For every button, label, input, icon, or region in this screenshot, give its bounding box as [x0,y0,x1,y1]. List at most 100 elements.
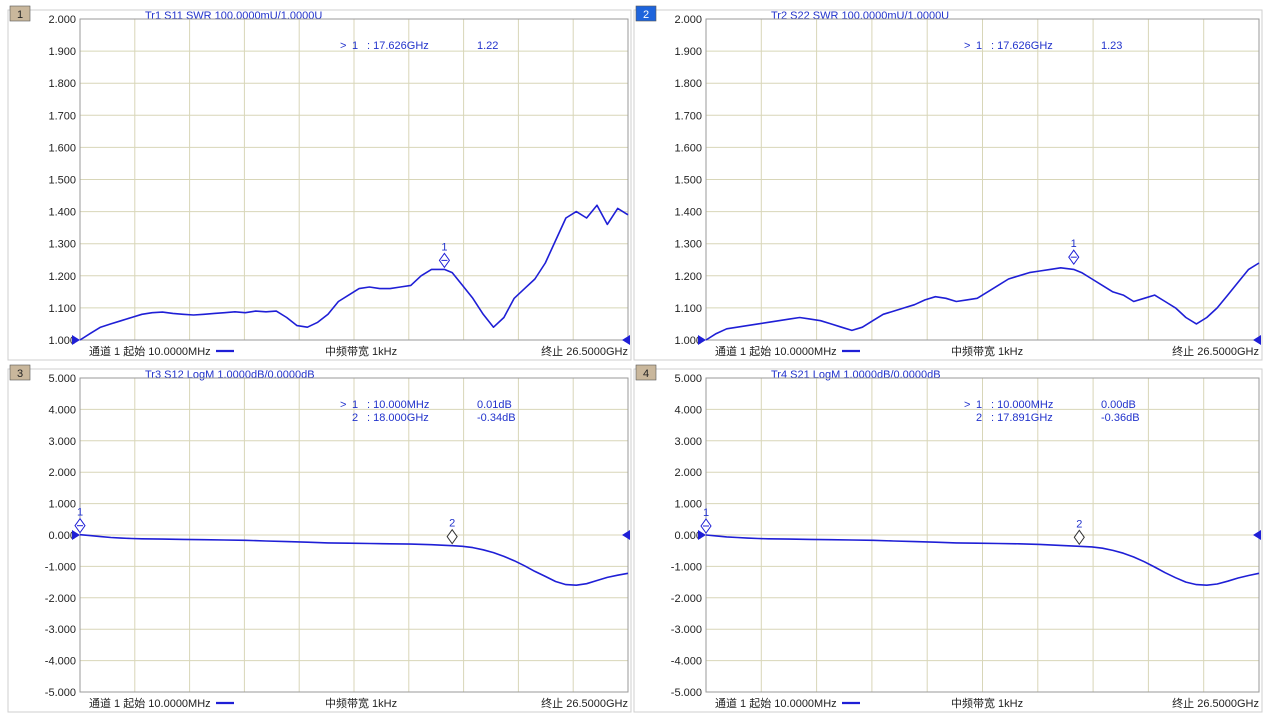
marker-1-label: 1 [77,507,83,519]
y-tick-label: 4.000 [674,404,702,416]
readout-active-arrow: > [964,40,970,52]
y-tick-label: 2.000 [674,14,702,26]
readout-frequency: : 17.891GHz [991,412,1053,424]
footer-if-bandwidth: 中频带宽 1kHz [325,344,397,358]
y-tick-label: -5.000 [671,687,702,699]
y-tick-label: 1.500 [674,175,702,187]
readout-marker-number: 1 [976,40,982,52]
reference-level-right-icon [1253,530,1261,540]
reference-level-left-icon [698,335,706,345]
y-tick-label: 1.600 [674,142,702,154]
y-tick-label: 3.000 [674,436,702,448]
trace-line [79,204,629,341]
reference-level-left-icon [72,530,80,540]
channel-badge-label: 2 [643,9,649,21]
channel-badge-label: 4 [643,368,649,380]
chart-panel-4: 4 Tr4 S21 LogM 1.0000dB/0.0000dB 5.000 4.00… [633,364,1263,713]
y-tick-label: -1.000 [45,561,76,573]
y-tick-label: 1.300 [48,239,76,251]
footer-stop-frequency: 终止 26.5000GHz [541,696,628,710]
footer-stop-frequency: 终止 26.5000GHz [1172,344,1259,358]
y-tick-label: 0.000 [674,530,702,542]
readout-frequency: : 17.626GHz [367,40,429,52]
footer-start-frequency: 通道 1 起始 10.0000MHz [715,696,837,710]
reference-level-right-icon [622,530,630,540]
readout-value: 0.01dB [477,399,512,411]
plot-area-border [705,18,1260,341]
panel-frame [7,368,632,713]
trace-line [705,534,1260,587]
y-tick-label: 1.100 [674,303,702,315]
y-tick-label: -2.000 [45,593,76,605]
y-tick-label: 1.900 [674,46,702,58]
y-tick-label: 1.700 [48,110,76,122]
y-tick-label: 2.000 [48,467,76,479]
readout-value: 1.23 [1101,40,1122,52]
y-tick-label: 1.600 [48,142,76,154]
y-tick-label: 1.000 [674,499,702,511]
readout-value: 1.22 [477,40,498,52]
channel-badge[interactable] [9,364,31,381]
reference-level-left-icon [698,530,706,540]
marker-2-icon[interactable] [1073,529,1085,546]
reference-level-left-icon [72,335,80,345]
plot-area-border [79,18,629,341]
channel-badge[interactable] [635,5,657,22]
trace-title: Tr2 S22 SWR 100.0000mU/1.0000U [771,10,949,22]
y-tick-label: 1.400 [674,207,702,219]
footer-if-bandwidth: 中频带宽 1kHz [951,344,1023,358]
y-tick-label: -3.000 [671,624,702,636]
readout-active-arrow: > [964,399,970,411]
footer-if-bandwidth: 中频带宽 1kHz [951,696,1023,710]
y-tick-label: 3.000 [48,436,76,448]
footer-stop-frequency: 终止 26.5000GHz [1172,696,1259,710]
readout-active-arrow: > [340,40,346,52]
y-tick-label: 1.900 [48,46,76,58]
reference-level-right-icon [1253,335,1261,345]
chart-panel-1: 1 Tr1 S11 SWR 100.0000mU/1.0000U 2.000 1.90… [7,5,632,361]
y-tick-label: 1.300 [674,239,702,251]
panel-frame [633,368,1263,713]
marker-2-icon[interactable] [446,528,458,545]
readout-frequency: : 10.000MHz [991,399,1053,411]
y-tick-label: -1.000 [671,561,702,573]
y-tick-label: -2.000 [671,593,702,605]
y-tick-label: 1.500 [48,175,76,187]
footer-start-frequency: 通道 1 起始 10.0000MHz [715,344,837,358]
readout-frequency: : 18.000GHz [367,412,429,424]
y-tick-label: 1.100 [48,303,76,315]
reference-level-right-icon [622,335,630,345]
readout-value: -0.34dB [477,412,516,424]
panel-frame [7,9,632,361]
y-tick-label: 1.000 [48,499,76,511]
channel-badge[interactable] [635,364,657,381]
marker-1-label: 1 [441,241,447,253]
channel-badge[interactable] [9,5,31,22]
marker-1-label: 1 [703,507,709,519]
y-tick-label: 5.000 [48,373,76,385]
y-tick-label: 2.000 [48,14,76,26]
readout-frequency: : 17.626GHz [991,40,1053,52]
readout-active-arrow: > [340,399,346,411]
trace-title: Tr1 S11 SWR 100.0000mU/1.0000U [145,10,322,22]
y-tick-label: 1.000 [674,335,702,347]
marker-1-label: 1 [1071,238,1077,250]
y-tick-label: 1.800 [674,78,702,90]
y-tick-label: 0.000 [48,530,76,542]
footer-stop-frequency: 终止 26.5000GHz [541,344,628,358]
chart-panel-3: 3 Tr3 S12 LogM 1.0000dB/0.0000dB 5.000 4.00… [7,364,632,713]
footer-if-bandwidth: 中频带宽 1kHz [325,696,397,710]
y-tick-label: -4.000 [671,656,702,668]
readout-marker-number: 1 [352,40,358,52]
y-tick-label: 4.000 [48,404,76,416]
y-tick-label: 1.400 [48,207,76,219]
footer-start-frequency: 通道 1 起始 10.0000MHz [89,344,211,358]
y-tick-label: 1.200 [674,271,702,283]
y-tick-label: 1.000 [48,335,76,347]
y-tick-label: -4.000 [45,656,76,668]
trace-line [79,533,629,587]
y-tick-label: 1.700 [674,110,702,122]
marker-2-label: 2 [449,518,455,530]
